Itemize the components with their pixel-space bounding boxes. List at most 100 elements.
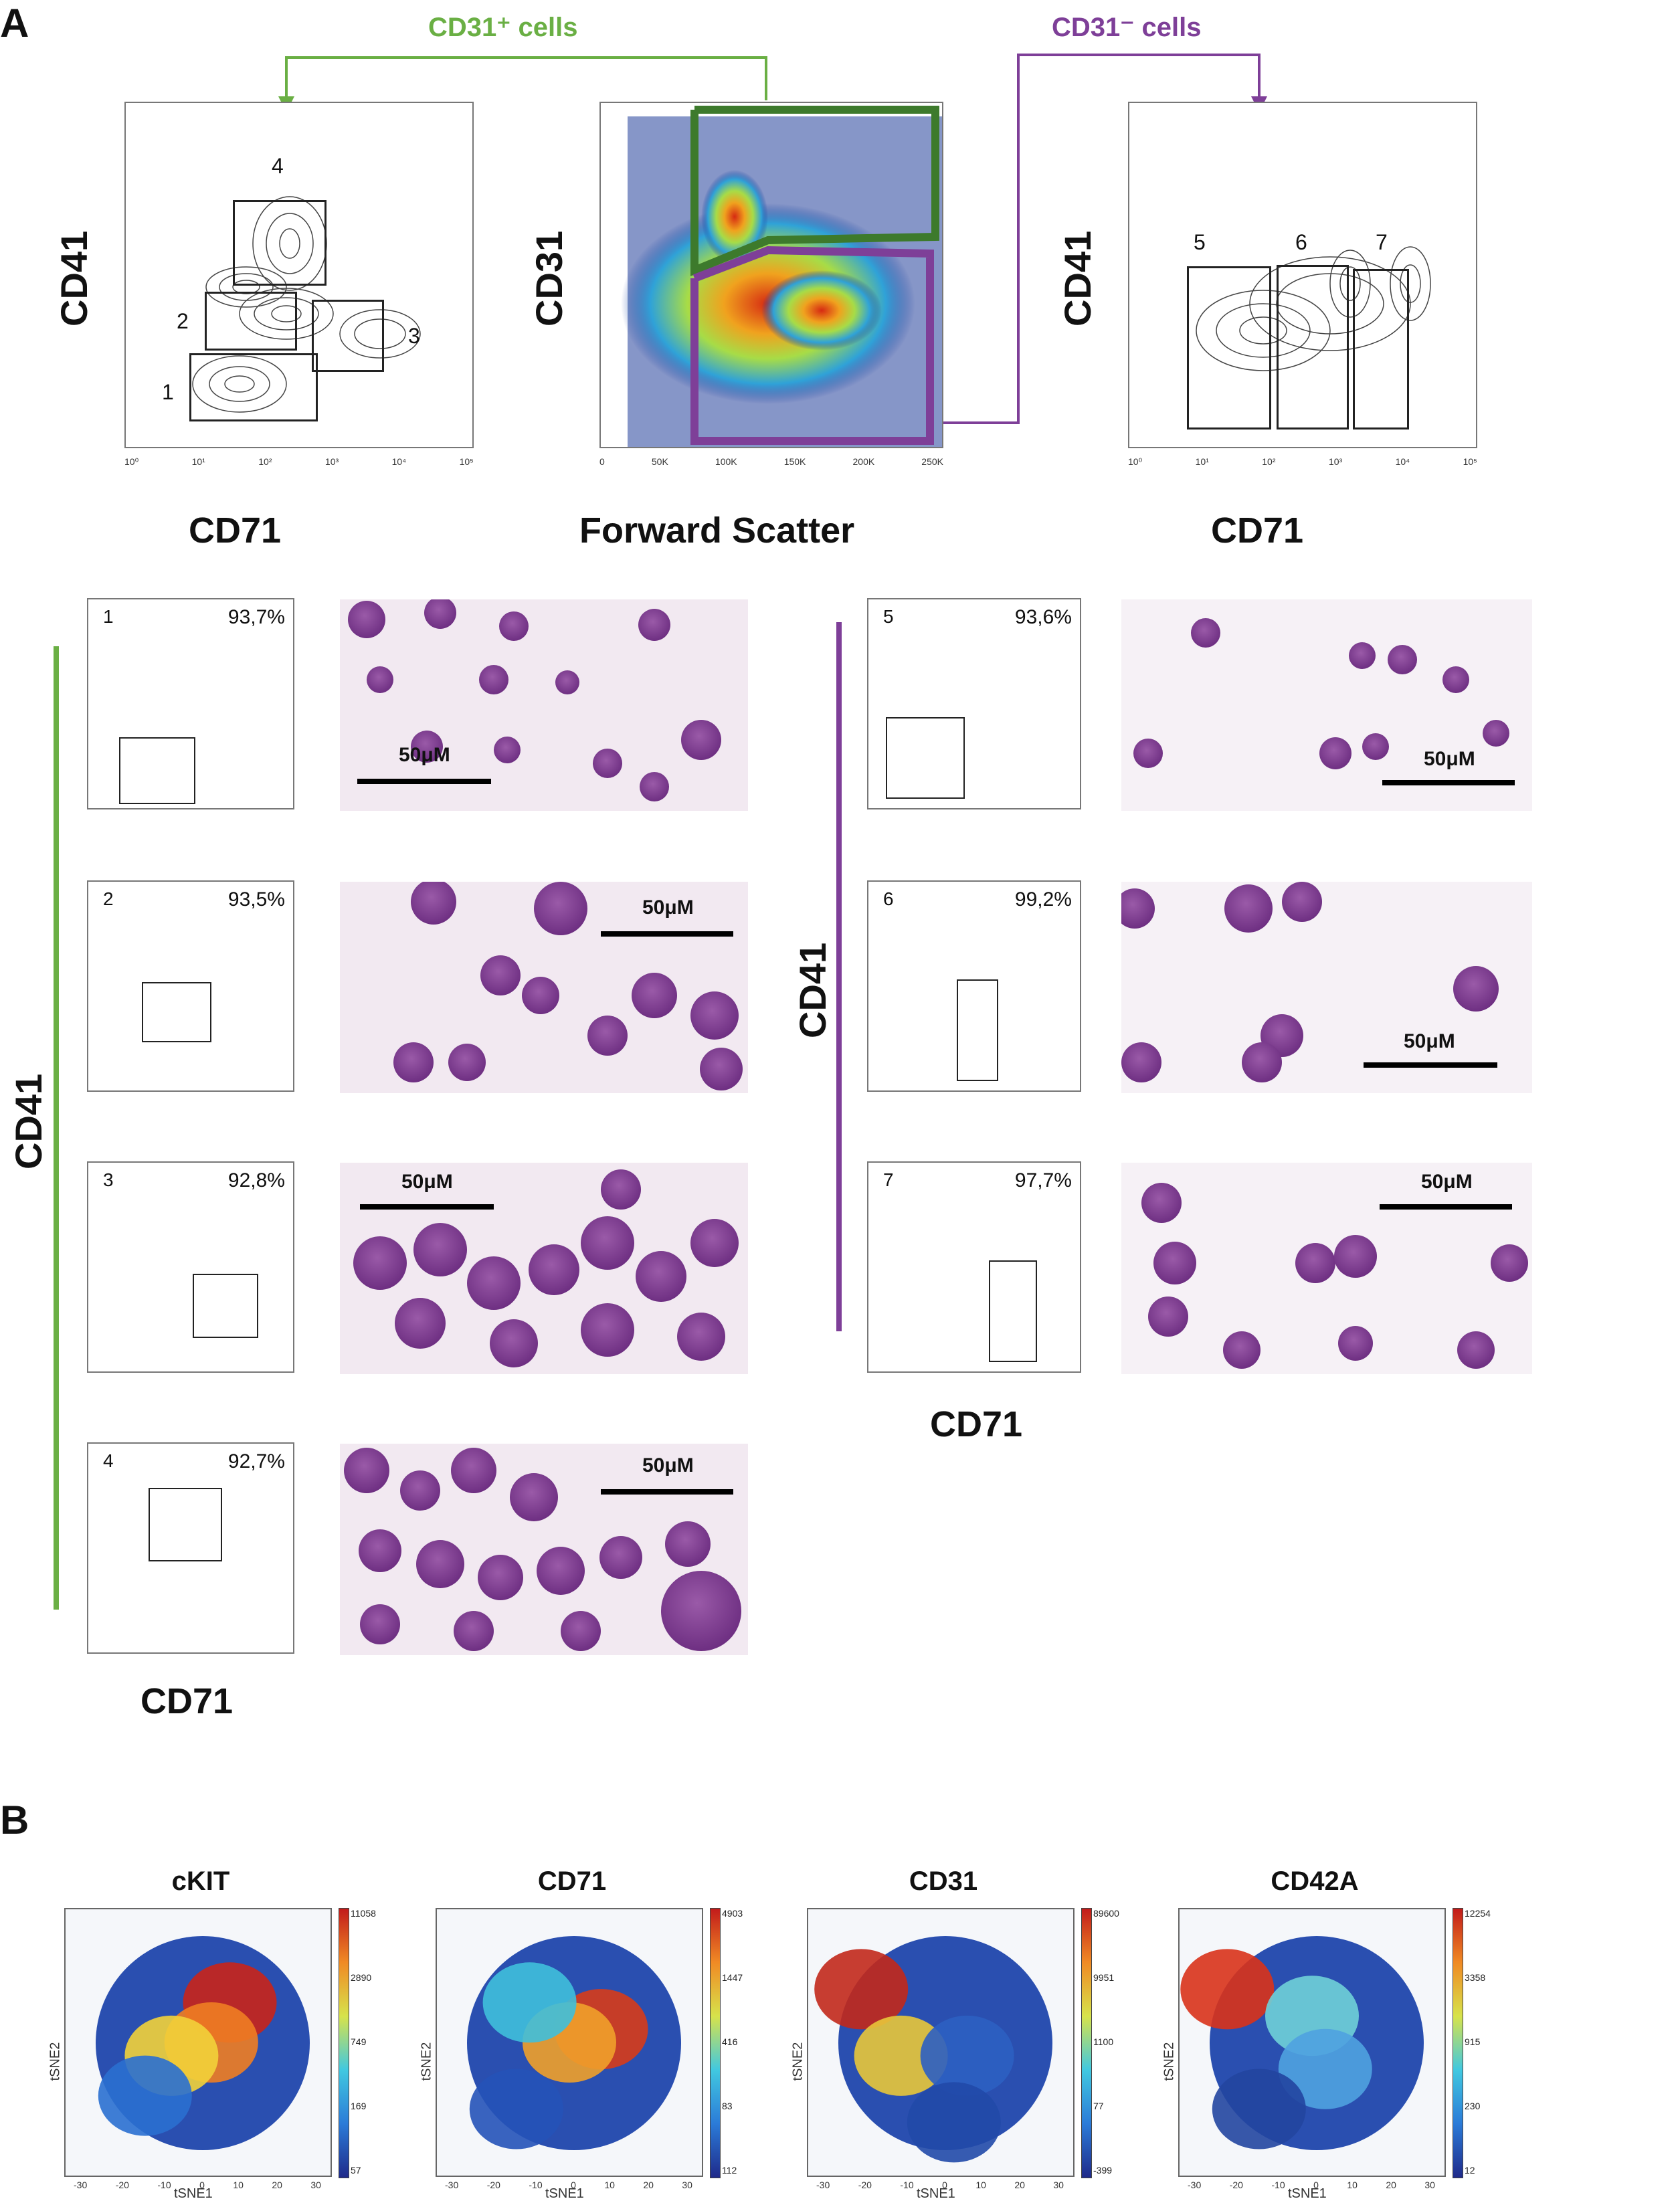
- micrograph-cells: [1141, 1183, 1528, 1369]
- middle-plot-xticks: 0 50K 100K 150K 200K 250K: [599, 456, 943, 467]
- colorbar-tick: 2890: [351, 1972, 372, 1983]
- xtick: 30: [682, 2180, 692, 2190]
- right-plot-xlabel: CD71: [1211, 510, 1304, 551]
- tsne-xlabel: tSNE1: [545, 2186, 584, 2201]
- tsne-xlabel: tSNE1: [174, 2186, 213, 2201]
- xtick: 10⁵: [459, 456, 474, 467]
- gate-5-label: 5: [1194, 230, 1206, 254]
- tsne-title: CD42A: [1271, 1866, 1359, 1896]
- tsne-scatter: [96, 1936, 310, 2150]
- xtick: 0: [571, 2180, 576, 2190]
- tsne-scatter: [1180, 1936, 1424, 2150]
- tsne-xticks: -30 -20 -10 0 10 20 30: [445, 2180, 692, 2190]
- xtick: 30: [1053, 2180, 1064, 2190]
- xtick: 100K: [715, 456, 737, 467]
- left-plot-xlabel: CD71: [189, 510, 282, 551]
- gate-2: [205, 292, 297, 351]
- gate-4: [233, 200, 326, 286]
- gate-3: [312, 300, 384, 372]
- tsne-panel: CD71 tSNE2 4903 1447 416 83 112 -30 -20 -10 0 10 20 3…: [411, 1866, 759, 2201]
- colorbar-tick: 749: [351, 2036, 367, 2047]
- tsne-cluster: [98, 2055, 192, 2136]
- scale-bar: [360, 1204, 494, 1210]
- xtick: 20: [1014, 2180, 1025, 2190]
- sorted-gate-box: [989, 1260, 1037, 1362]
- right-flow-plot: 5 6 7: [1128, 102, 1477, 448]
- tsne-cluster: [1180, 1949, 1275, 2030]
- sorted-plot-3: 3 92,8%: [87, 1161, 294, 1373]
- xtick: 10²: [258, 456, 272, 467]
- sorted-pct-5: 93,6%: [1014, 606, 1072, 628]
- colorbar-tick: 12: [1465, 2165, 1475, 2176]
- colorbar-tick: 12254: [1465, 1908, 1491, 1919]
- xtick: 20: [643, 2180, 654, 2190]
- tsne-scatter: [467, 1936, 681, 2150]
- xtick: 0: [942, 2180, 947, 2190]
- xtick: -20: [858, 2180, 872, 2190]
- gate-2-label: 2: [177, 309, 189, 333]
- micrograph-3: 50μM: [340, 1163, 748, 1374]
- xtick: 10: [975, 2180, 986, 2190]
- sorted-gate-box: [957, 979, 998, 1081]
- micrograph-cells: [1133, 618, 1509, 769]
- xtick: 10¹: [1195, 456, 1209, 467]
- xtick: 0: [599, 456, 605, 467]
- tsne-title: cKIT: [171, 1866, 230, 1896]
- tsne-cluster: [469, 2069, 563, 2149]
- gate-7-label: 7: [1376, 230, 1388, 254]
- tsne-colorbar: [710, 1908, 721, 2178]
- xtick: 10³: [324, 456, 339, 467]
- colorbar-tick: 416: [722, 2036, 738, 2047]
- xtick: 200K: [852, 456, 875, 467]
- gate-3-label: 3: [408, 324, 420, 348]
- sorted-pct-2: 93,5%: [227, 888, 285, 911]
- tsne-scatter: [814, 1936, 1052, 2163]
- sorted-gate-2: 2: [103, 888, 114, 909]
- xtick: 10: [1347, 2180, 1358, 2190]
- colorbar-tick: 4903: [722, 1908, 743, 1919]
- tsne-cluster: [1212, 2069, 1306, 2149]
- colorbar-tick: -399: [1093, 2165, 1113, 2176]
- sorted-gate-box: [142, 982, 211, 1042]
- tsne-panel: CD31 tSNE2 89600 9951 1100 77 -399 -30 -20 -10 0 10…: [783, 1866, 1131, 2201]
- xtick: -20: [115, 2180, 129, 2190]
- scale-bar: [357, 779, 491, 784]
- micrograph-cells: [344, 1448, 741, 1651]
- gate-1-label: 1: [162, 380, 174, 404]
- xtick: 20: [1386, 2180, 1396, 2190]
- right-plot-xticks: 10⁰ 10¹ 10² 10³ 10⁴ 10⁵: [1128, 456, 1477, 468]
- xtick: 10³: [1328, 456, 1343, 467]
- right-plot-ylabel: CD41: [1056, 230, 1099, 326]
- middle-flow-plot: [599, 102, 943, 448]
- tsne-plot-area: [436, 1908, 703, 2177]
- colorbar-tick: 83: [722, 2101, 733, 2111]
- xtick: -30: [445, 2180, 459, 2190]
- panel-b-label: B: [0, 1798, 29, 1842]
- scale-bar: [601, 1489, 733, 1495]
- colorbar-tick: 57: [351, 2165, 361, 2176]
- scale-bar: [601, 931, 733, 937]
- tsne-ylabel: tSNE2: [790, 2042, 806, 2081]
- colorbar-tick: 11058: [351, 1908, 376, 1919]
- sorted-pct-6: 99,2%: [1014, 888, 1072, 911]
- middle-flow-density: [621, 106, 942, 447]
- scale-bar: [1380, 1204, 1512, 1210]
- tsne-plot-area: [807, 1908, 1075, 2177]
- colorbar-tick: 9951: [1093, 1972, 1115, 1983]
- left-column-xlabel: CD71: [141, 1681, 234, 1721]
- xtick: -10: [900, 2180, 914, 2190]
- micrograph-2: 50μM: [340, 882, 748, 1093]
- gate-1: [189, 353, 318, 421]
- cd31-neg-arrow-line: [938, 54, 1261, 424]
- tsne-xticks: -30 -20 -10 0 10 20 30: [816, 2180, 1064, 2190]
- gate-6-label: 6: [1295, 230, 1307, 254]
- tsne-panel: CD42A tSNE2 12254 3358 915 230 12 -30 -20 -10 0 10 2…: [1154, 1866, 1502, 2201]
- tsne-xlabel: tSNE1: [1288, 2186, 1327, 2201]
- tsne-plot-area: [1178, 1908, 1446, 2177]
- micrograph-5: 50μM: [1121, 599, 1532, 811]
- colorbar-tick: 169: [351, 2101, 367, 2111]
- left-plot-xticks: 10⁰ 10¹ 10² 10³ 10⁴ 10⁵: [124, 456, 474, 468]
- right-flow-contours: [1196, 246, 1431, 371]
- xtick: -10: [529, 2180, 543, 2190]
- scale-label: 50μM: [401, 1171, 453, 1193]
